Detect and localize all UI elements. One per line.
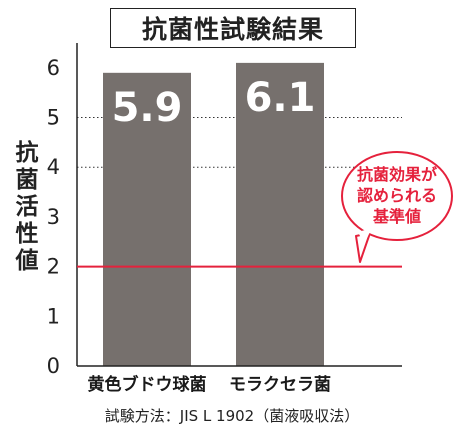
y-tick-label: 5 xyxy=(47,106,60,130)
y-tick-label: 4 xyxy=(47,155,60,179)
threshold-callout-bubble xyxy=(341,151,453,241)
y-axis-label-char: 値 xyxy=(15,248,39,274)
y-axis-label-char: 活 xyxy=(15,194,39,220)
y-tick-label: 6 xyxy=(47,56,60,80)
bar xyxy=(103,72,191,367)
y-axis-label: 抗菌活性値 xyxy=(10,140,44,275)
bar-value-label: 5.9 xyxy=(112,85,183,131)
y-tick-label: 3 xyxy=(47,205,60,229)
threshold-callout-text: 基準値 xyxy=(372,207,421,226)
threshold-callout-text: 認められる xyxy=(357,186,437,205)
bar xyxy=(236,62,324,366)
y-axis-label-char: 菌 xyxy=(15,167,39,193)
y-axis-label-char: 性 xyxy=(15,221,39,247)
bubble-tail-join xyxy=(358,228,372,244)
y-axis-label-char: 抗 xyxy=(15,140,39,166)
test-method-note: 試験方法：JIS L 1902（菌液吸収法） xyxy=(104,407,360,425)
y-tick-label: 1 xyxy=(47,304,60,328)
threshold-callout-text: 抗菌効果が xyxy=(357,165,437,184)
y-tick-label: 2 xyxy=(47,255,60,279)
x-tick-label: モラクセラ菌 xyxy=(229,375,331,395)
y-tick-label: 0 xyxy=(47,354,60,378)
chart-title: 抗菌性試験結果 xyxy=(110,8,356,48)
bar-value-label: 6.1 xyxy=(245,75,316,121)
x-tick-label: 黄色ブドウ球菌 xyxy=(88,374,207,395)
